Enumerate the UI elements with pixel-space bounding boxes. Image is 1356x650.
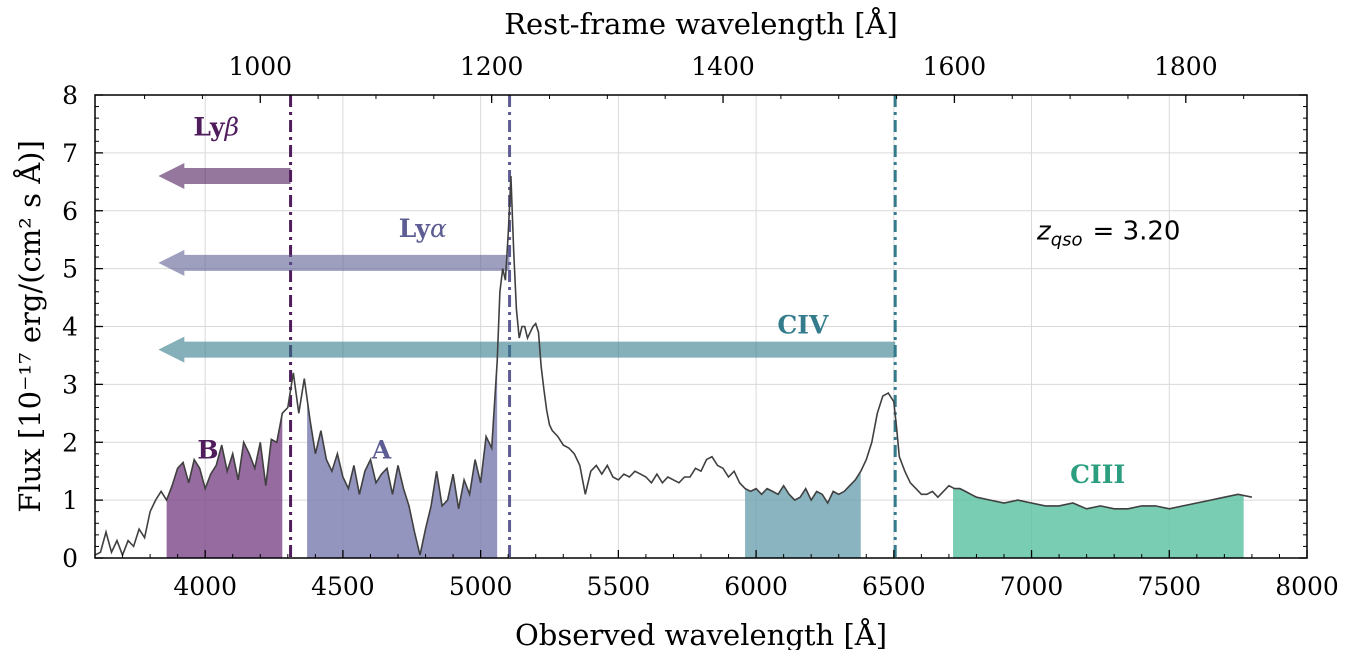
line-label-text: Ly: [193, 113, 226, 142]
line-label-greek: β: [224, 113, 239, 142]
y-axis-label: Flux [10⁻¹⁷ erg/(cm² s Å)]: [12, 140, 47, 513]
y-tick-label: 5: [62, 255, 78, 284]
x-axis-label: Observed wavelength [Å]: [515, 617, 887, 650]
redshift-annotation: zqso = 3.20: [1036, 217, 1180, 251]
arrow-lya: [158, 249, 510, 276]
top-tick-label: 1000: [228, 52, 292, 81]
x-tick-label: 7000: [1000, 572, 1064, 601]
line-label-greek: α: [430, 214, 447, 243]
labels: Observed wavelength [Å] Rest-frame wavel…: [12, 6, 1180, 650]
region-civ-window: [745, 471, 861, 558]
y-tick-label: 3: [62, 370, 78, 399]
top-tick-label: 1800: [1154, 52, 1218, 81]
line-label-text: Ly: [399, 214, 432, 243]
region-label-a: A: [371, 435, 392, 464]
redshift-subscript: qso: [1051, 230, 1083, 251]
y-tick-label: 7: [62, 139, 78, 168]
x-tick-label: 7500: [1137, 572, 1201, 601]
x-tick-label: 8000: [1275, 572, 1339, 601]
region-label-b: B: [197, 435, 218, 464]
line-label-text: CIV: [777, 310, 829, 339]
y-tick-label: 8: [62, 81, 78, 110]
y-tick-label: 2: [62, 428, 78, 457]
y-tick-label: 0: [62, 544, 78, 573]
region-ciii: [953, 487, 1244, 558]
axis-ticks: 4000 4500 5000 5500 6000 6500 7000 7500 8000 0 1 2 3…: [62, 52, 1339, 601]
y-tick-label: 4: [62, 313, 78, 342]
x-tick-label: 6000: [724, 572, 788, 601]
x-tick-label: 5000: [449, 572, 513, 601]
spectrum-line: [94, 175, 1253, 558]
emission-line-markers: [158, 95, 897, 558]
region-a: [307, 361, 498, 558]
top-tick-label: 1200: [460, 52, 524, 81]
top-tick-label: 1600: [923, 52, 987, 81]
line-label-lyb: Lyβ: [193, 113, 239, 142]
x-tick-label: 6500: [862, 572, 926, 601]
y-tick-label: 1: [62, 486, 78, 515]
redshift-symbol: z: [1036, 217, 1052, 247]
x-tick-label: 4500: [311, 572, 375, 601]
arrow-civ: [158, 336, 896, 363]
line-label-civ: CIV: [777, 310, 829, 339]
y-tick-label: 6: [62, 197, 78, 226]
top-tick-label: 1400: [691, 52, 755, 81]
x-tick-label: 4000: [173, 572, 237, 601]
arrow-lyb: [158, 163, 291, 190]
redshift-value: = 3.20: [1093, 217, 1181, 247]
top-axis-label: Rest-frame wavelength [Å]: [504, 6, 898, 41]
region-label-ciii: CIII: [1070, 460, 1125, 489]
x-tick-label: 5500: [587, 572, 651, 601]
line-label-lya: Lyα: [399, 214, 447, 243]
region-b: [166, 413, 283, 558]
